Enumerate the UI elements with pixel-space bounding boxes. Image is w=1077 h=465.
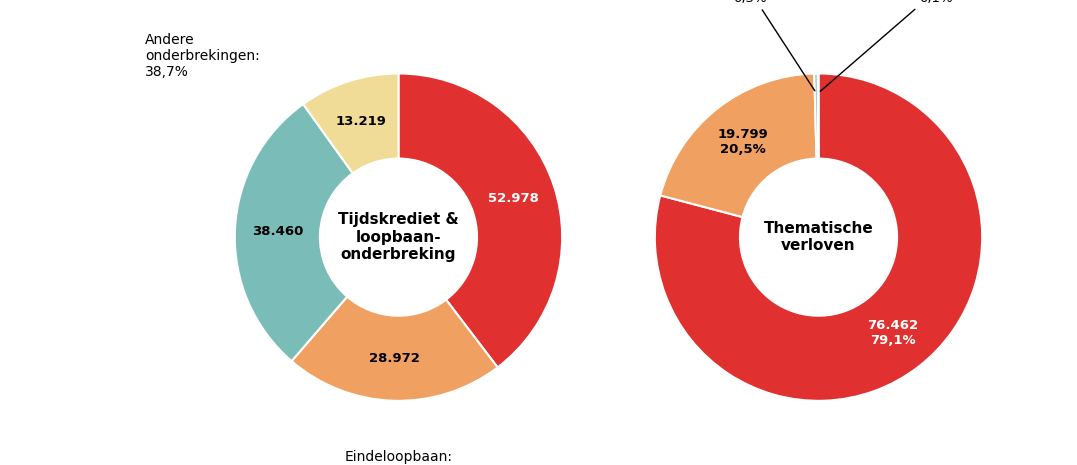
Text: Thematische
verloven: Thematische verloven [764, 221, 873, 253]
Text: Andere
onderbrekingen:
38,7%: Andere onderbrekingen: 38,7% [144, 33, 260, 79]
Text: Tijdskrediet &
loopbaan-
onderbreking: Tijdskrediet & loopbaan- onderbreking [338, 212, 459, 262]
Text: Eindeloopbaan:
61,3%: Eindeloopbaan: 61,3% [345, 450, 452, 465]
Text: 69
0,1%: 69 0,1% [821, 0, 953, 91]
Text: 52.978: 52.978 [488, 192, 538, 205]
Wedge shape [398, 73, 562, 367]
Text: 13.219: 13.219 [336, 115, 387, 128]
Wedge shape [292, 297, 498, 401]
Wedge shape [655, 73, 982, 401]
Wedge shape [660, 73, 816, 217]
Circle shape [742, 160, 895, 314]
Wedge shape [814, 73, 819, 159]
Circle shape [322, 160, 475, 314]
Text: 328
0,3%: 328 0,3% [733, 0, 815, 91]
Text: 76.462
79,1%: 76.462 79,1% [867, 319, 918, 347]
Text: 38.460: 38.460 [252, 225, 304, 238]
Text: 28.972: 28.972 [369, 352, 420, 365]
Wedge shape [235, 104, 353, 361]
Wedge shape [304, 73, 398, 173]
Text: 19.799
20,5%: 19.799 20,5% [718, 128, 769, 156]
